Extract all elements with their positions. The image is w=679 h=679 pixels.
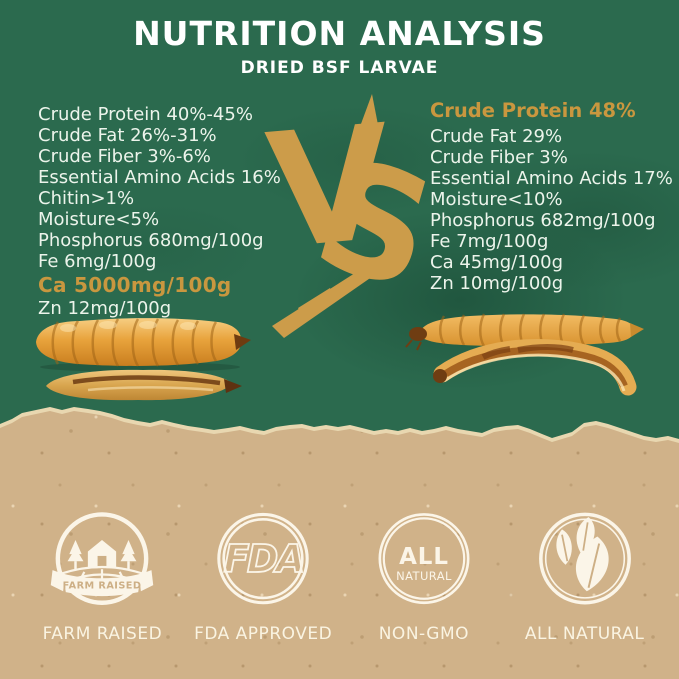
banner-ribbon <box>51 570 154 597</box>
farm-raised-icon: FARM RAISED <box>51 512 154 605</box>
nutrition-line: Phosphorus 682mg/100g <box>430 210 656 231</box>
badge-all-natural: ALL NATURAL <box>504 510 665 644</box>
larvae-photo-right <box>405 313 644 396</box>
nutrition-line: Crude Fiber 3%-6% <box>38 146 211 167</box>
nutrition-line: Crude Fat 26%-31% <box>38 125 217 146</box>
larva-body-flat <box>46 369 232 401</box>
nutrition-line: Crude Fiber 3% <box>430 147 568 168</box>
larva-tail <box>224 379 242 393</box>
larva-highlights <box>60 321 196 332</box>
larvae-photo-left <box>36 318 251 401</box>
nutrition-line: Moisture<10% <box>430 189 563 210</box>
nutrition-line-highlight: Crude Protein 48% <box>430 99 636 122</box>
nutrition-line: Essential Amino Acids 16% <box>38 167 281 188</box>
vs-brush-streak <box>298 288 332 316</box>
fda-icon: FDA <box>217 512 309 605</box>
badge-caption: ALL NATURAL <box>524 624 645 644</box>
badge-non-gmo: ALL NATURAL NON-GMO <box>344 510 505 644</box>
nutrition-line: Phosphorus 680mg/100g <box>38 230 264 251</box>
badge-caption: FDA APPROVED <box>194 624 333 644</box>
larva-head <box>433 369 447 383</box>
nutrition-line: Zn 10mg/100g <box>430 273 564 294</box>
nutrition-line-highlight: Ca 5000mg/100g <box>38 273 232 297</box>
barn-door <box>97 555 107 569</box>
nutrition-line: Fe 6mg/100g <box>38 251 157 272</box>
farm-banner-label: FARM RAISED <box>63 581 142 592</box>
nutrition-line: Essential Amino Acids 17% <box>430 168 673 189</box>
badge-fda-approved: FDA FDA APPROVED <box>183 510 344 644</box>
leaf-cluster <box>556 517 609 592</box>
badge-farm-raised: FARM RAISED FARM RAISED <box>22 510 183 644</box>
vs-brush-spike <box>358 94 379 152</box>
nutrition-line: Zn 12mg/100g <box>38 298 172 319</box>
larva-segments <box>51 318 218 367</box>
seal-label-top: ALL <box>399 544 449 570</box>
barn-icon <box>88 540 117 569</box>
nutrition-line: Crude Protein 40%-45% <box>38 104 253 125</box>
larva-dark-blotches <box>481 344 574 360</box>
page-title: NUTRITION ANALYSIS <box>133 14 546 53</box>
page-subtitle: DRIED BSF LARVAE <box>240 58 439 78</box>
vs-letter-v: V <box>261 91 399 285</box>
pine-trees-icon <box>67 540 137 570</box>
larva-cream-edge <box>443 353 626 392</box>
badge-caption: FARM RAISED <box>42 624 163 644</box>
vs-brush-swash <box>272 266 376 338</box>
larva-tail <box>234 334 251 350</box>
larva-curved-inner <box>443 346 628 388</box>
vs-brush-icon: V S <box>261 91 448 338</box>
nutrition-line: Moisture<5% <box>38 209 160 230</box>
badge-caption: NON-GMO <box>378 624 470 644</box>
left-nutrition-list: Crude Protein 40%-45% Crude Fat 26%-31% … <box>38 104 281 319</box>
fda-label: FDA <box>224 537 303 581</box>
larva-tail <box>630 323 644 337</box>
leaves-icon <box>538 512 631 605</box>
nutrition-line: Crude Fat 29% <box>430 126 563 147</box>
larva-head <box>409 327 427 341</box>
seal-label-bottom: NATURAL <box>396 569 452 583</box>
nutrition-line: Chitin>1% <box>38 188 135 209</box>
larva-legs <box>405 339 422 351</box>
all-natural-seal-icon: ALL NATURAL <box>378 513 470 605</box>
larva-body <box>36 318 242 366</box>
larva-dark-streak <box>72 375 221 386</box>
nutrition-line: Fe 7mg/100g <box>430 231 549 252</box>
nutrition-line: Ca 45mg/100g <box>430 252 564 273</box>
larva-light-streak <box>87 386 214 392</box>
right-nutrition-list: Crude Protein 48% Crude Fat 29% Crude Fi… <box>430 100 673 294</box>
badge-row: FARM RAISED FARM RAISED FDA FDA APPROVED… <box>0 510 679 644</box>
